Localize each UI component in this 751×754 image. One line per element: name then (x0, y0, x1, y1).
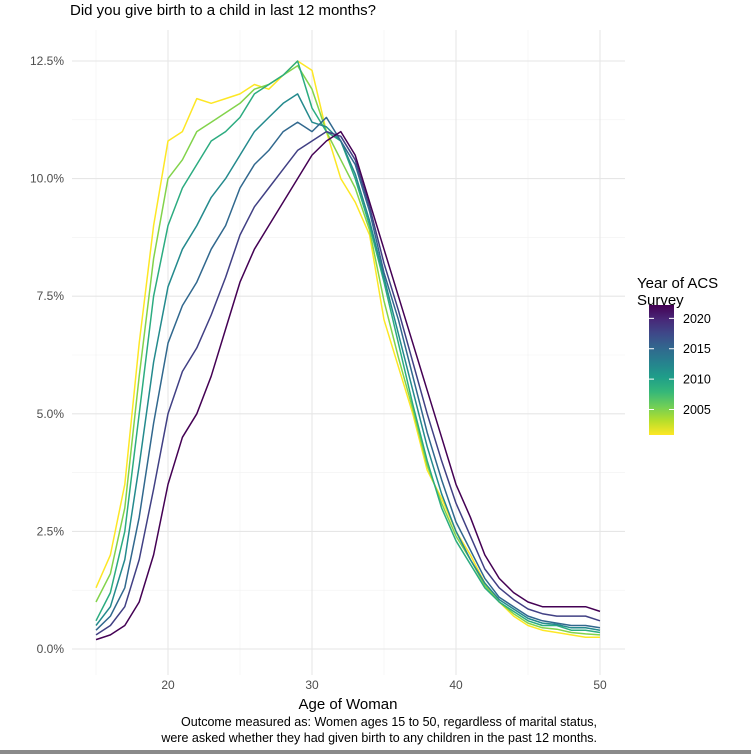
y-axis-ticks: 0.0% 2.5% 5.0% 7.5% 10.0% 12.5% (30, 54, 64, 656)
series-lines (95, 60, 601, 641)
series-line-2018 (95, 130, 601, 636)
y-tick-label: 5.0% (37, 407, 65, 421)
x-axis-ticks: 20 30 40 50 (161, 678, 607, 692)
legend-title: Year of ACS Survey (637, 275, 718, 309)
colorbar-tick-label: 2020 (683, 312, 711, 326)
series-line-2022 (95, 130, 601, 641)
colorbar-ticks: 2020 2015 2010 2005 (649, 312, 711, 417)
x-tick-label: 30 (305, 678, 319, 692)
caption-line-2: were asked whether they had given birth … (161, 731, 597, 745)
caption-line-1: Outcome measured as: Women ages 15 to 50… (181, 715, 597, 729)
legend-title-line-2: Survey (637, 292, 684, 309)
colorbar-tick-label: 2005 (683, 403, 711, 417)
series-line-2015 (95, 116, 601, 631)
y-tick-label: 12.5% (30, 54, 64, 68)
series-line-2012 (95, 93, 601, 631)
chart-title: Did you give birth to a child in last 12… (70, 2, 376, 19)
legend-title-line-1: Year of ACS (637, 275, 719, 292)
x-tick-label: 40 (449, 678, 463, 692)
series-line-2009 (95, 60, 601, 634)
series-line-2005 (95, 64, 601, 636)
gridlines (72, 30, 625, 675)
y-tick-label: 2.5% (37, 524, 65, 538)
y-tick-label: 7.5% (37, 289, 65, 303)
y-tick-label: 0.0% (37, 642, 65, 656)
colorbar (649, 305, 674, 435)
colorbar-tick-label: 2015 (683, 342, 711, 356)
series-line-2001 (95, 60, 600, 638)
y-tick-label: 10.0% (30, 172, 64, 186)
x-tick-label: 20 (161, 678, 175, 692)
window-bottom-edge (0, 750, 751, 754)
x-axis-label: Age of Woman (299, 696, 398, 713)
colorbar-tick-label: 2010 (683, 373, 711, 387)
x-tick-label: 50 (593, 678, 607, 692)
